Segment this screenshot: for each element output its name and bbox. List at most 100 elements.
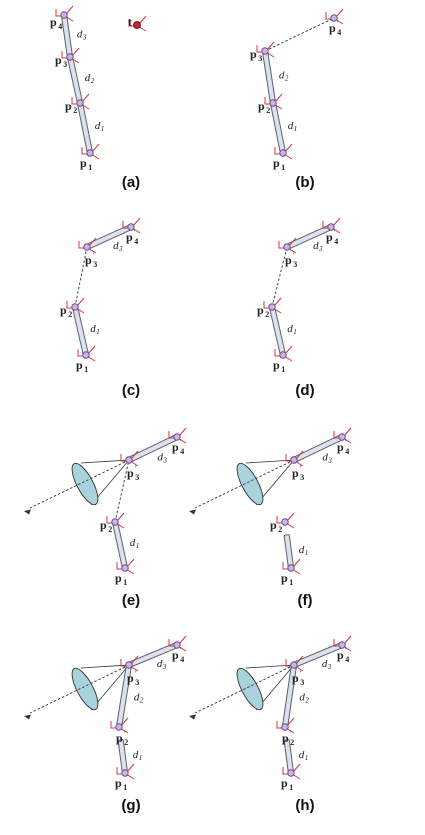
segment-label-e-1: d1: [130, 537, 140, 550]
joint-limit-cone-e: [71, 459, 130, 506]
prime-mark-c-3: ′: [93, 251, 95, 260]
joint-g-2: [115, 723, 123, 731]
joint-b-4: [330, 14, 338, 22]
joint-g-4: [173, 641, 181, 649]
panel-caption-a: (a): [122, 174, 140, 191]
dashed-link-b-3-4: [264, 17, 335, 52]
panel-g: [24, 664, 130, 720]
panel-caption-h: (h): [295, 797, 314, 814]
bone-a-1-2: [77, 102, 93, 154]
joint-g-1: [121, 769, 129, 777]
panel-caption-b: (b): [295, 174, 314, 191]
joint-d-3: [283, 243, 291, 251]
prime-mark-f-4: ′: [345, 438, 347, 447]
bone-f-1-2: [283, 534, 294, 569]
joint-b-3: [261, 47, 269, 55]
joint-f-2: [281, 518, 289, 526]
bone-e-1-2: [112, 521, 128, 569]
panel-caption-d: (d): [295, 382, 314, 399]
cone-axis-h: [194, 664, 295, 714]
joint-a-2: [76, 99, 84, 107]
cone-axis-e: [29, 459, 130, 509]
cone-axis-arrowhead-f: [189, 509, 196, 515]
segment-label-h-2: d2: [299, 691, 309, 704]
bone-e-3-4: [127, 434, 179, 463]
cone-axis-g: [29, 664, 130, 714]
cone-axis-f: [194, 459, 295, 509]
joint-f-3: [290, 456, 298, 464]
joint-a-3: [66, 53, 74, 61]
segment-label-c-1: d1: [90, 323, 100, 336]
dashed-link-d-2-3: [271, 246, 288, 308]
joint-e-1: [121, 564, 129, 572]
joint-limit-cone-h: [236, 664, 295, 711]
joint-c-2: [71, 303, 79, 311]
joint-e-4: [173, 433, 181, 441]
joint-limit-cone-f: [236, 459, 295, 506]
joint-h-3: [290, 661, 298, 669]
joint-c-4: [127, 223, 135, 231]
prime-mark-f-3: ′: [300, 464, 302, 473]
bone-a-2-3: [67, 56, 83, 104]
prime-mark-c-4: ′: [134, 228, 136, 237]
segment-label-h-1: d1: [299, 749, 309, 762]
prime-mark-g-3: ′: [135, 669, 137, 678]
segment-label-c-2: d3: [113, 240, 123, 253]
segment-label-a-1: d1: [95, 120, 105, 133]
joint-a-1: [86, 149, 94, 157]
target-a: [133, 21, 141, 29]
prime-mark-g-2: ′: [124, 729, 126, 738]
bone-d-1-2: [269, 306, 286, 356]
segment-label-f-2: d3: [322, 452, 332, 465]
segment-label-g-2: d2: [134, 692, 144, 705]
prime-mark-d-3: ′: [293, 251, 295, 260]
segment-label-g-3: d3: [157, 658, 167, 671]
dashed-link-c-2-3: [74, 246, 88, 308]
joint-a-4: [60, 11, 68, 19]
segment-label-b-2: d2: [279, 69, 289, 82]
joint-d-4: [327, 223, 335, 231]
joint-g-3: [125, 661, 133, 669]
cone-axis-arrowhead-h: [189, 714, 196, 720]
joint-d-2: [268, 303, 276, 311]
prime-mark-d-4: ′: [334, 228, 336, 237]
segment-label-d-2: d3: [313, 240, 323, 253]
joint-c-3: [83, 243, 91, 251]
prime-mark-g-4: ′: [180, 646, 182, 655]
segment-label-g-1: d1: [133, 749, 143, 762]
joint-b-2: [269, 99, 277, 107]
bone-c-1-2: [72, 306, 89, 356]
bone-a-3-4: [61, 14, 73, 58]
panel-caption-g: (g): [121, 797, 140, 814]
prime-mark-h-3: ′: [300, 669, 302, 678]
panel-caption-f: (f): [298, 592, 313, 609]
joint-d-1: [279, 351, 287, 359]
joint-f-4: [338, 433, 346, 441]
target-label-a: t: [128, 15, 132, 29]
bone-b-2-3: [262, 50, 276, 104]
segment-label-d-1: d1: [287, 323, 297, 336]
panel-f: [189, 459, 295, 515]
segment-label-a-2: d2: [85, 72, 95, 85]
